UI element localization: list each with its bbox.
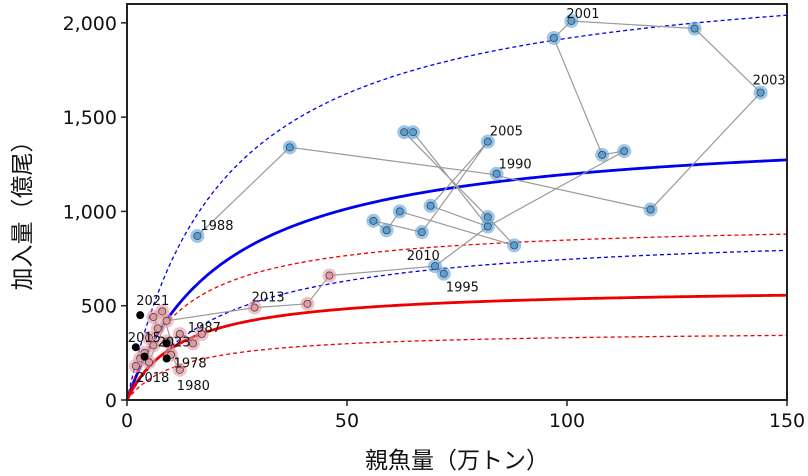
point-s1-12 bbox=[510, 241, 519, 250]
point-s1-21 bbox=[620, 147, 629, 156]
point-s2-18 bbox=[303, 299, 312, 308]
point-s2-16 bbox=[162, 316, 171, 325]
point-s2-9 bbox=[153, 324, 162, 333]
point-s2-19 bbox=[325, 271, 334, 280]
point-s2-7 bbox=[158, 307, 167, 316]
curve-6 bbox=[126, 334, 788, 401]
point-s2-11 bbox=[149, 341, 158, 350]
year-labels-layer: 2001 2003 2005 1990 1988 2010 1995 2013 2021 1987… bbox=[128, 7, 786, 394]
point-s2-3 bbox=[175, 329, 184, 338]
point-s1-9 bbox=[382, 226, 391, 235]
point-s1-18 bbox=[567, 16, 576, 25]
plot-frame bbox=[126, 3, 788, 401]
point-s1-13 bbox=[483, 137, 492, 146]
x-tick-label-150: 150 bbox=[769, 410, 805, 432]
year-label-1988: 1988 bbox=[200, 219, 233, 234]
year-label-1980: 1980 bbox=[177, 379, 210, 394]
year-label-2021: 2021 bbox=[136, 294, 169, 309]
y-tick-label-1500: 1,500 bbox=[63, 107, 117, 129]
year-label-1978: 1978 bbox=[174, 357, 207, 372]
point-s2-1 bbox=[197, 329, 206, 338]
point-s2-8 bbox=[149, 313, 158, 322]
x-axis-title: 親魚量（万トン） bbox=[365, 448, 549, 474]
point-s3-2 bbox=[131, 343, 140, 352]
y-tick-label-500: 500 bbox=[81, 296, 117, 318]
curve-4 bbox=[125, 293, 788, 401]
point-s3-1 bbox=[136, 311, 145, 320]
point-s1-22 bbox=[430, 262, 439, 271]
point-s3-5 bbox=[162, 354, 171, 363]
point-s1-19 bbox=[549, 33, 558, 42]
point-s1-11 bbox=[395, 207, 404, 216]
x-tick-label-0: 0 bbox=[121, 410, 133, 432]
point-s3-4 bbox=[162, 339, 171, 348]
year-label-2001: 2001 bbox=[566, 7, 599, 22]
year-label-1987: 1987 bbox=[188, 321, 221, 336]
point-s2-15 bbox=[144, 358, 153, 367]
point-s1-10 bbox=[369, 216, 378, 225]
point-s3-3 bbox=[140, 352, 149, 361]
y-tick-label-0: 0 bbox=[105, 390, 117, 412]
year-label-2023: 2023 bbox=[158, 335, 191, 350]
y-tick-label-2000: 2,000 bbox=[63, 13, 117, 35]
year-label-2018: 2018 bbox=[136, 371, 169, 386]
curve-3 bbox=[126, 249, 788, 401]
point-s2-6 bbox=[175, 365, 184, 374]
year-label-1995: 1995 bbox=[446, 281, 479, 296]
point-s1-16 bbox=[756, 88, 765, 97]
year-label-1990: 1990 bbox=[499, 158, 532, 173]
y-tick-label-1000: 1,000 bbox=[63, 201, 117, 223]
point-s1-7 bbox=[483, 222, 492, 231]
year-label-2010: 2010 bbox=[407, 249, 440, 264]
points-layer bbox=[128, 13, 768, 377]
x-axis: 0 50 100 150 bbox=[121, 400, 805, 432]
point-s1-2 bbox=[285, 143, 294, 152]
point-s1-23 bbox=[439, 269, 448, 278]
point-s2-14 bbox=[131, 362, 140, 371]
y-axis-title: 加入量（億尾） bbox=[10, 130, 36, 291]
x-tick-label-50: 50 bbox=[335, 410, 359, 432]
point-s1-14 bbox=[492, 169, 501, 178]
x-tick-label-100: 100 bbox=[549, 410, 585, 432]
year-label-2013: 2013 bbox=[252, 291, 285, 306]
point-s1-5 bbox=[426, 201, 435, 210]
curve-2 bbox=[126, 14, 788, 401]
point-s1-15 bbox=[646, 205, 655, 214]
plot-background bbox=[127, 4, 787, 400]
y-axis: 0 500 1,000 1,500 2,000 bbox=[63, 13, 127, 412]
point-s1-4 bbox=[400, 128, 409, 137]
point-s2-17 bbox=[250, 303, 259, 312]
year-label-2005: 2005 bbox=[490, 125, 523, 140]
curve-5 bbox=[126, 233, 788, 401]
point-s1-17 bbox=[690, 24, 699, 33]
point-s1-8 bbox=[417, 228, 426, 237]
point-s1-1 bbox=[193, 231, 202, 240]
year-label-2003: 2003 bbox=[753, 74, 786, 89]
point-s1-20 bbox=[598, 150, 607, 159]
point-s2-2 bbox=[188, 339, 197, 348]
year-label-2015: 2015 bbox=[128, 331, 161, 346]
